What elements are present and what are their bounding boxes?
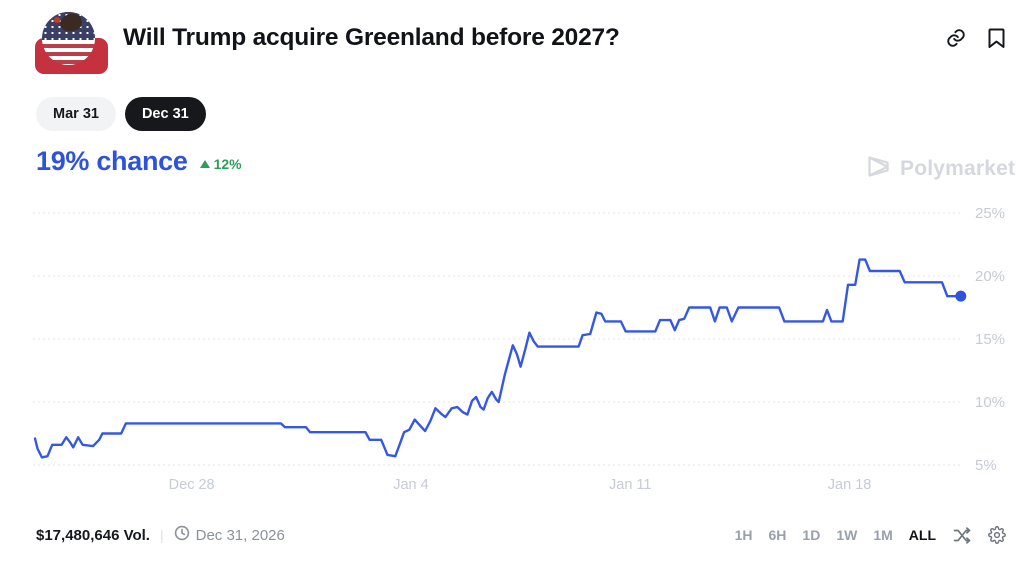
y-axis-label: 10% [975, 394, 1005, 411]
range-1m[interactable]: 1M [873, 527, 893, 543]
deadline-tabs: Mar 31 Dec 31 [36, 97, 206, 131]
x-axis-label: Jan 11 [609, 477, 651, 493]
x-axis-label: Jan 4 [393, 477, 428, 493]
range-6h[interactable]: 6H [768, 527, 787, 543]
range-1d[interactable]: 1D [802, 527, 821, 543]
us-flag-graphic [42, 12, 95, 65]
price-line [33, 258, 962, 459]
last-price-dot [955, 290, 967, 302]
tab-dec-31[interactable]: Dec 31 [124, 97, 206, 131]
range-all[interactable]: ALL [908, 527, 936, 543]
y-axis-label: 15% [975, 331, 1005, 348]
x-axis-label: Dec 28 [169, 477, 215, 493]
up-triangle-icon [199, 159, 210, 168]
price-chart[interactable]: 5% 10% 15% 20% 25% Dec 28 Jan 4 Jan 11 Jan 18 [0, 195, 1024, 510]
footer-divider: | [159, 527, 164, 543]
range-1w[interactable]: 1W [836, 527, 858, 543]
polymarket-watermark: Polymarket [865, 153, 1015, 185]
tab-mar-31[interactable]: Mar 31 [36, 97, 116, 131]
market-avatar [35, 12, 108, 74]
y-axis-label: 20% [975, 268, 1005, 285]
polymarket-logo-icon [865, 153, 892, 185]
heart-graphic [54, 17, 60, 23]
y-axis-label: 5% [975, 457, 997, 474]
clock-icon [174, 525, 190, 545]
bookmark-icon[interactable] [987, 27, 1006, 49]
end-date-label: Dec 31, 2026 [195, 526, 285, 544]
gear-icon[interactable] [988, 526, 1006, 544]
page-title: Will Trump acquire Greenland before 2027… [123, 24, 620, 51]
volume-label: $17,480,646 Vol. [36, 526, 150, 544]
range-1h[interactable]: 1H [734, 527, 753, 543]
link-icon[interactable] [945, 27, 967, 49]
y-axis-label: 25% [975, 205, 1005, 222]
chance-value: 19% chance [36, 146, 188, 176]
chance-delta: 12% [199, 156, 242, 172]
compare-shuffle-icon[interactable] [953, 526, 972, 544]
x-axis-label: Jan 18 [828, 477, 872, 493]
